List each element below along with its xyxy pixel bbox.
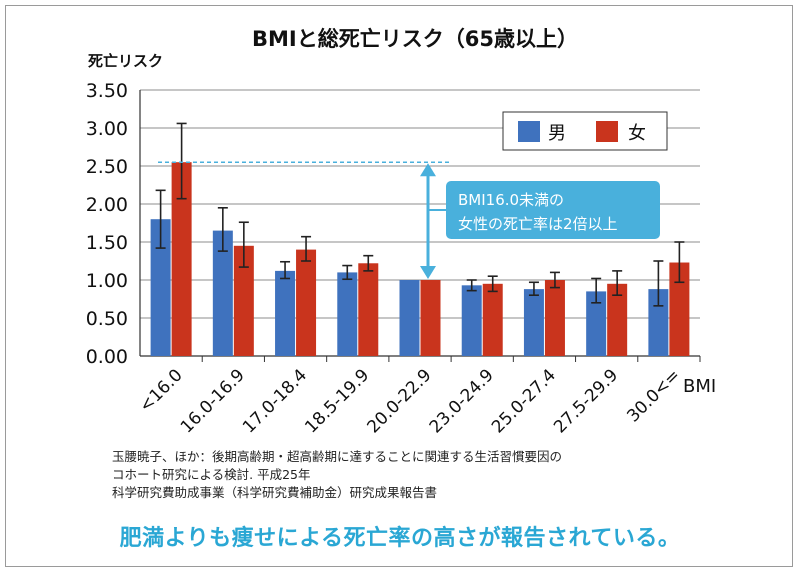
legend-label-female: 女 bbox=[628, 123, 646, 144]
x-tick-label: 16.0-16.9 bbox=[177, 365, 249, 437]
bar-female bbox=[171, 162, 192, 356]
x-axis-label: BMI bbox=[683, 376, 716, 397]
annotation-box bbox=[446, 181, 660, 239]
source-line-1: 玉腰暁子、ほか：後期高齢期・超高齢期に達することに関連する生活習慣要因の bbox=[112, 449, 563, 464]
bar-male bbox=[275, 270, 296, 356]
y-tick-label: 0.50 bbox=[86, 308, 128, 330]
bar-male bbox=[586, 291, 607, 356]
annotation-line-2: 女性の死亡率は2倍以上 bbox=[458, 215, 618, 233]
bar-female bbox=[544, 280, 565, 356]
figure-frame bbox=[5, 5, 793, 567]
bar-female bbox=[420, 280, 441, 356]
x-tick-label: 23.0-24.9 bbox=[426, 365, 498, 437]
x-tick-label: 17.0-18.4 bbox=[239, 365, 311, 437]
bar-male bbox=[399, 280, 420, 356]
legend-label-male: 男 bbox=[548, 123, 566, 144]
legend-swatch-female bbox=[596, 121, 618, 142]
bar-male bbox=[337, 272, 358, 356]
bar-female bbox=[482, 283, 503, 356]
y-tick-label: 3.00 bbox=[86, 118, 128, 140]
y-tick-label: 3.50 bbox=[86, 80, 128, 102]
annotation-arrowhead-bottom bbox=[420, 266, 436, 279]
source-line-3: 科学研究費助成事業（科学研究費補助金）研究成果報告書 bbox=[112, 485, 438, 500]
x-tick-label: 20.0-22.9 bbox=[364, 365, 436, 437]
annotation: BMI16.0未満の 女性の死亡率は2倍以上 bbox=[158, 161, 660, 279]
annotation-arrowhead-top bbox=[420, 163, 436, 177]
legend: 男 女 bbox=[502, 111, 668, 151]
y-tick-label: 1.00 bbox=[86, 270, 128, 292]
bar-female bbox=[358, 263, 379, 356]
y-tick-label: 0.00 bbox=[86, 346, 128, 368]
y-tick-label: 2.00 bbox=[86, 194, 128, 216]
bar-female bbox=[669, 262, 690, 356]
y-tick-label: 1.50 bbox=[86, 232, 128, 254]
footer-caption: 肥満よりも痩せによる死亡率の高さが報告されている。 bbox=[119, 526, 681, 551]
y-tick-label: 2.50 bbox=[86, 156, 128, 178]
source-line-2: コホート研究による検討. 平成25年 bbox=[112, 467, 311, 482]
bar-female bbox=[233, 245, 254, 356]
chart-title: BMIと総死亡リスク（65歳以上） bbox=[252, 27, 578, 51]
x-tick-label: 25.0-27.4 bbox=[488, 365, 560, 437]
legend-swatch-male bbox=[518, 121, 540, 142]
x-tick-label: 18.5-19.9 bbox=[301, 365, 373, 437]
annotation-line-1: BMI16.0未満の bbox=[458, 191, 564, 209]
bar-male bbox=[150, 219, 171, 356]
bar-male bbox=[461, 285, 482, 356]
bar-male bbox=[523, 289, 544, 356]
x-tick-label: 27.5-29.9 bbox=[550, 365, 622, 437]
bar-male bbox=[212, 230, 233, 356]
y-axis-label: 死亡リスク bbox=[88, 52, 163, 70]
x-tick-label: <16.0 bbox=[136, 365, 187, 416]
x-tick-label: 30.0<= bbox=[623, 365, 684, 426]
bar-female bbox=[607, 283, 628, 356]
bar-female bbox=[296, 249, 317, 356]
